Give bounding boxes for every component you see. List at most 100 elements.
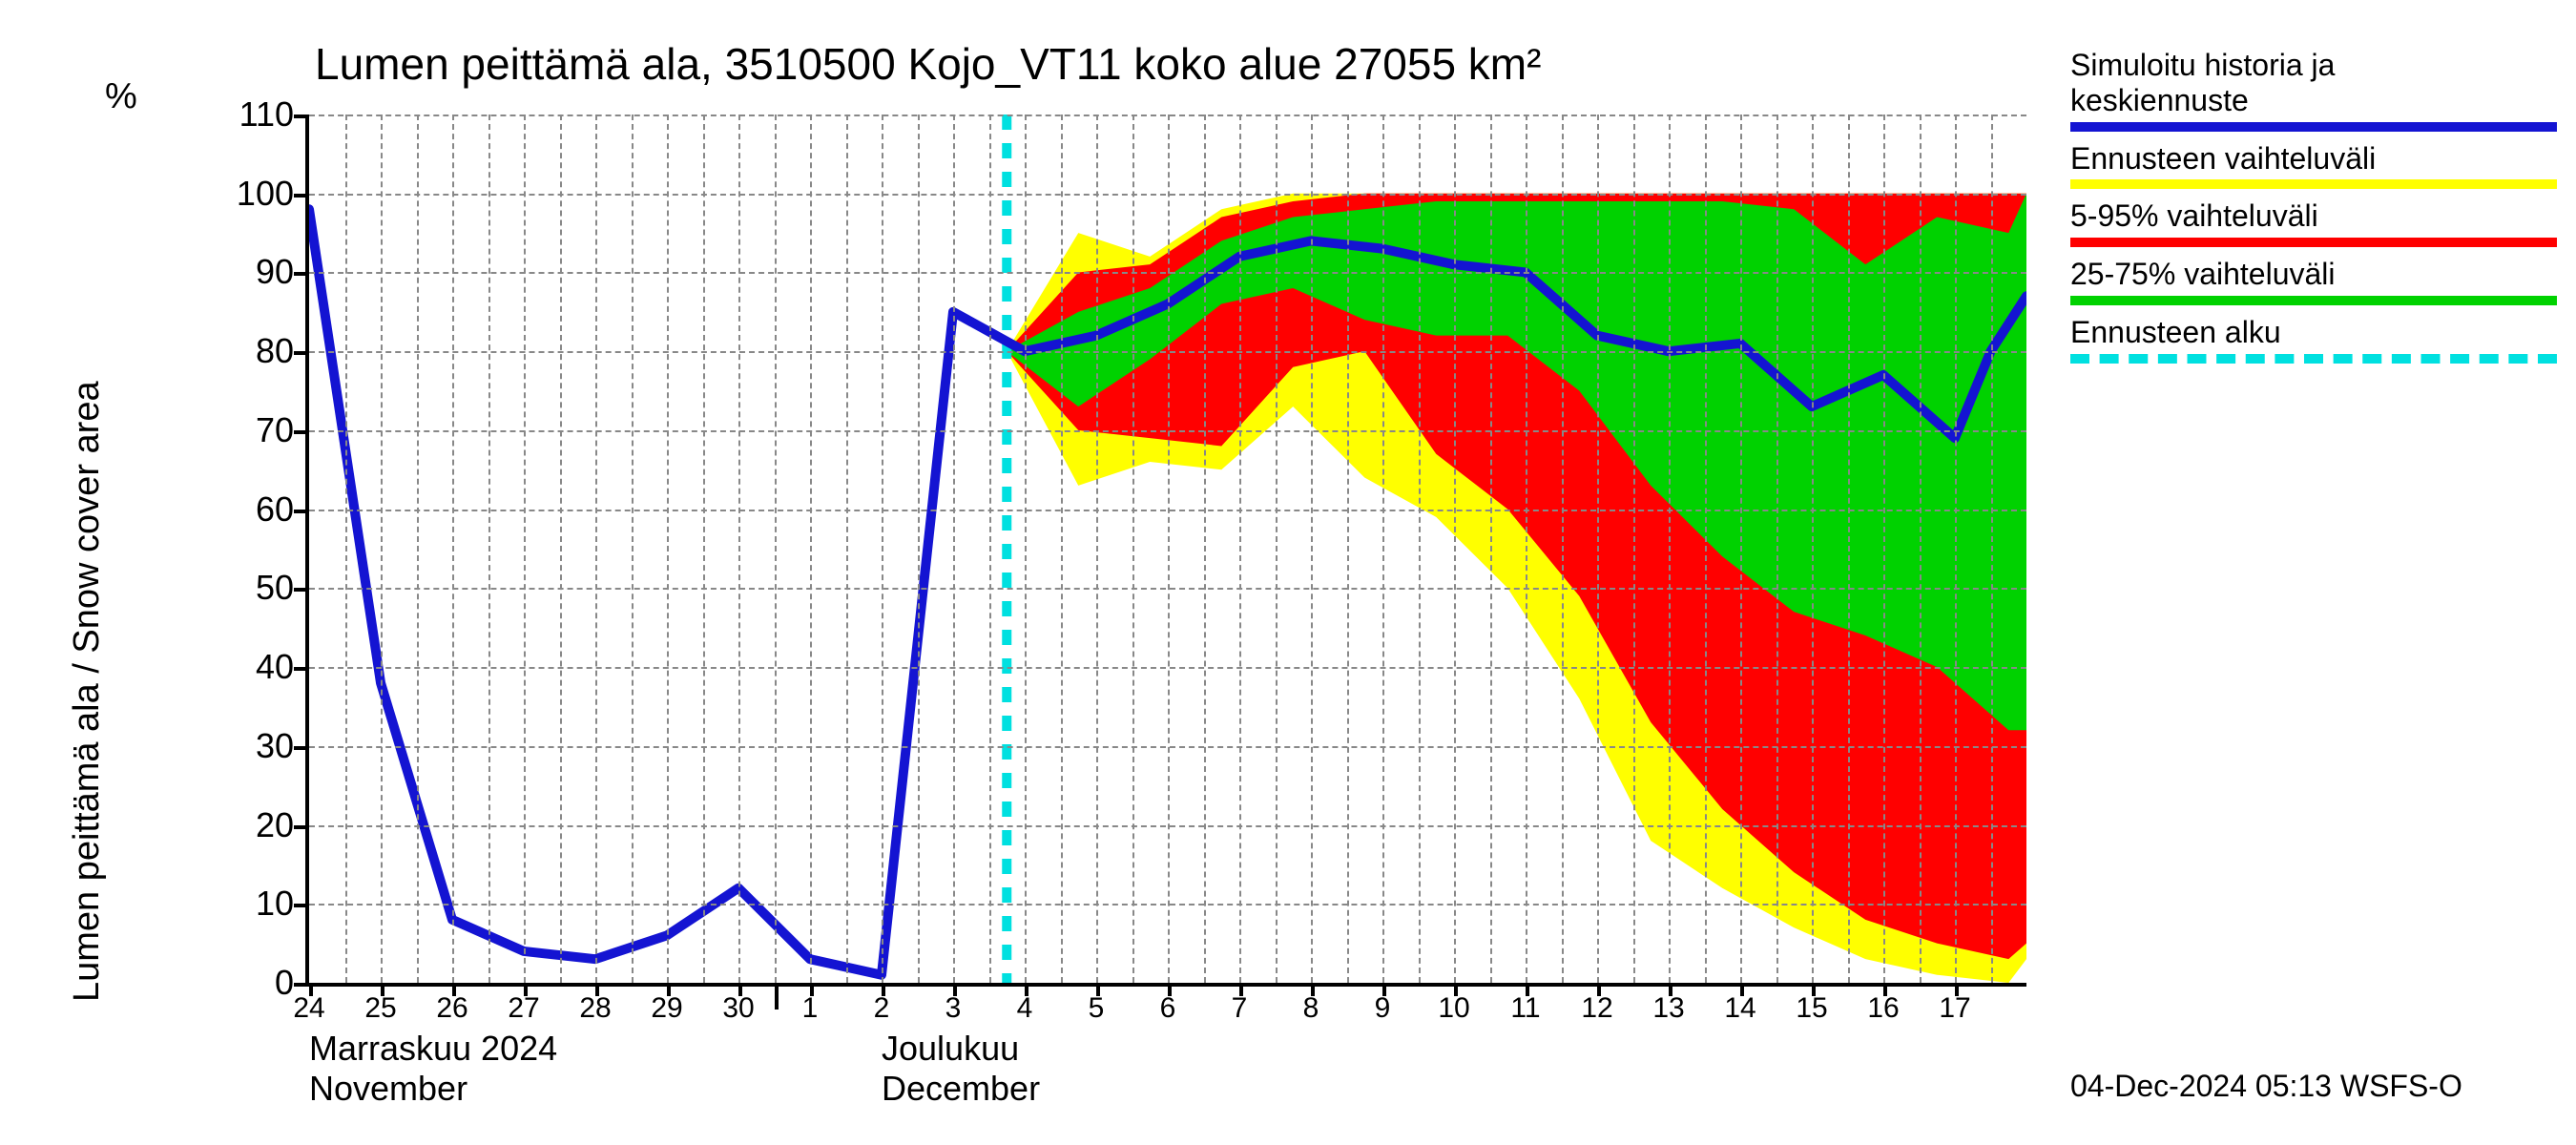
grid-line-v [1382,114,1384,983]
x-tick-label: 24 [293,992,324,1025]
x-tick-mark [452,983,456,996]
x-tick-mark [738,983,742,996]
y-tick-mark [294,510,309,513]
x-tick-label: 28 [579,992,611,1025]
x-tick-label: 13 [1652,992,1684,1025]
y-tick-mark [294,272,309,276]
y-tick-mark [294,351,309,355]
y-axis-unit: % [105,76,137,117]
legend-label: 5-95% vaihteluväli [2070,198,2557,234]
grid-line-v [381,114,383,983]
y-axis-label: Lumen peittämä ala / Snow cover area [67,381,108,1002]
month-label-fi: Marraskuu 2024 [309,1029,557,1069]
legend-swatch [2070,296,2557,305]
grid-line-v [1025,114,1027,983]
x-tick-label: 10 [1438,992,1469,1025]
x-tick-mark [1812,983,1816,996]
month-label-en: December [882,1069,1040,1109]
legend-swatch [2070,122,2557,132]
x-tick-label: 14 [1724,992,1755,1025]
grid-line-v [1239,114,1241,983]
y-tick-label: 40 [179,647,294,687]
grid-line-v [1812,114,1814,983]
grid-line-v [1597,114,1599,983]
y-tick-mark [294,825,309,829]
legend-swatch-dash [2070,354,2557,364]
grid-line-v-half [846,114,848,983]
grid-line-v [882,114,883,983]
x-tick-mark [381,983,384,996]
grid-line-v [1669,114,1671,983]
x-tick-mark [1311,983,1315,996]
footer-timestamp: 04-Dec-2024 05:13 WSFS-O [2070,1069,2462,1104]
y-tick-mark [294,194,309,198]
grid-line-v-half [1276,114,1278,983]
chart-title: Lumen peittämä ala, 3510500 Kojo_VT11 ko… [315,38,1541,90]
grid-line-v-half [703,114,705,983]
legend-item: Simuloitu historia jakeskiennuste [2070,48,2557,132]
grid-line-v-half [1562,114,1564,983]
grid-line-v [1096,114,1098,983]
grid-line-v [595,114,597,983]
x-tick-mark [1669,983,1672,996]
x-tick-mark [1454,983,1458,996]
grid-line-v [1311,114,1313,983]
legend: Simuloitu historia jakeskiennuste Ennuste… [2070,48,2557,373]
legend-swatch [2070,179,2557,189]
grid-line-v [953,114,955,983]
x-tick-label: 8 [1303,992,1319,1025]
grid-line-v-half [989,114,991,983]
y-tick-label: 110 [179,94,294,135]
y-tick-label: 70 [179,410,294,450]
grid-line-v [452,114,454,983]
grid-line-v [1168,114,1170,983]
y-tick-label: 60 [179,489,294,530]
legend-label: Simuloitu historia ja [2070,48,2557,83]
grid-line-v-half [345,114,347,983]
legend-item: Ennusteen alku [2070,315,2557,364]
x-tick-label: 27 [508,992,539,1025]
x-tick-label: 17 [1939,992,1970,1025]
grid-line-v-half [632,114,634,983]
legend-label: 25-75% vaihteluväli [2070,257,2557,292]
x-tick-label: 6 [1160,992,1176,1025]
x-tick-mark [1382,983,1386,996]
band-5-95 [1007,194,2026,959]
x-tick-mark [882,983,885,996]
y-tick-label: 80 [179,331,294,371]
grid-line-v-half [1132,114,1134,983]
x-tick-mark [1883,983,1887,996]
x-tick-mark [810,983,814,996]
y-tick-label: 0 [179,963,294,1003]
y-tick-mark [294,904,309,907]
legend-swatch [2070,238,2557,247]
legend-label: Ennusteen alku [2070,315,2557,350]
x-tick-mark [1025,983,1028,996]
grid-line-v-half [1776,114,1778,983]
grid-line-v-half [1490,114,1492,983]
x-tick-label: 2 [874,992,890,1025]
x-tick-label: 12 [1581,992,1612,1025]
x-tick-label: 16 [1867,992,1899,1025]
y-tick-label: 90 [179,252,294,292]
grid-line-v-half [417,114,419,983]
x-tick-mark [1239,983,1243,996]
grid-line-v [1955,114,1957,983]
x-tick-mark [1168,983,1172,996]
x-tick-mark [1597,983,1601,996]
x-tick-label: 26 [436,992,467,1025]
month-separator [775,983,779,1010]
y-tick-label: 20 [179,805,294,845]
month-label-fi: Joulukuu [882,1029,1019,1069]
x-tick-label: 29 [651,992,682,1025]
grid-line-v [810,114,812,983]
legend-label: keskiennuste [2070,83,2557,118]
x-tick-label: 15 [1796,992,1827,1025]
grid-line-v [1883,114,1885,983]
grid-line-v-half [775,114,777,983]
grid-line-v-half [488,114,490,983]
grid-line-v-half [1920,114,1922,983]
grid-line-v-half [1705,114,1707,983]
x-tick-label: 25 [364,992,396,1025]
plot-area: 0102030405060708090100110242526272829301… [305,114,2026,987]
